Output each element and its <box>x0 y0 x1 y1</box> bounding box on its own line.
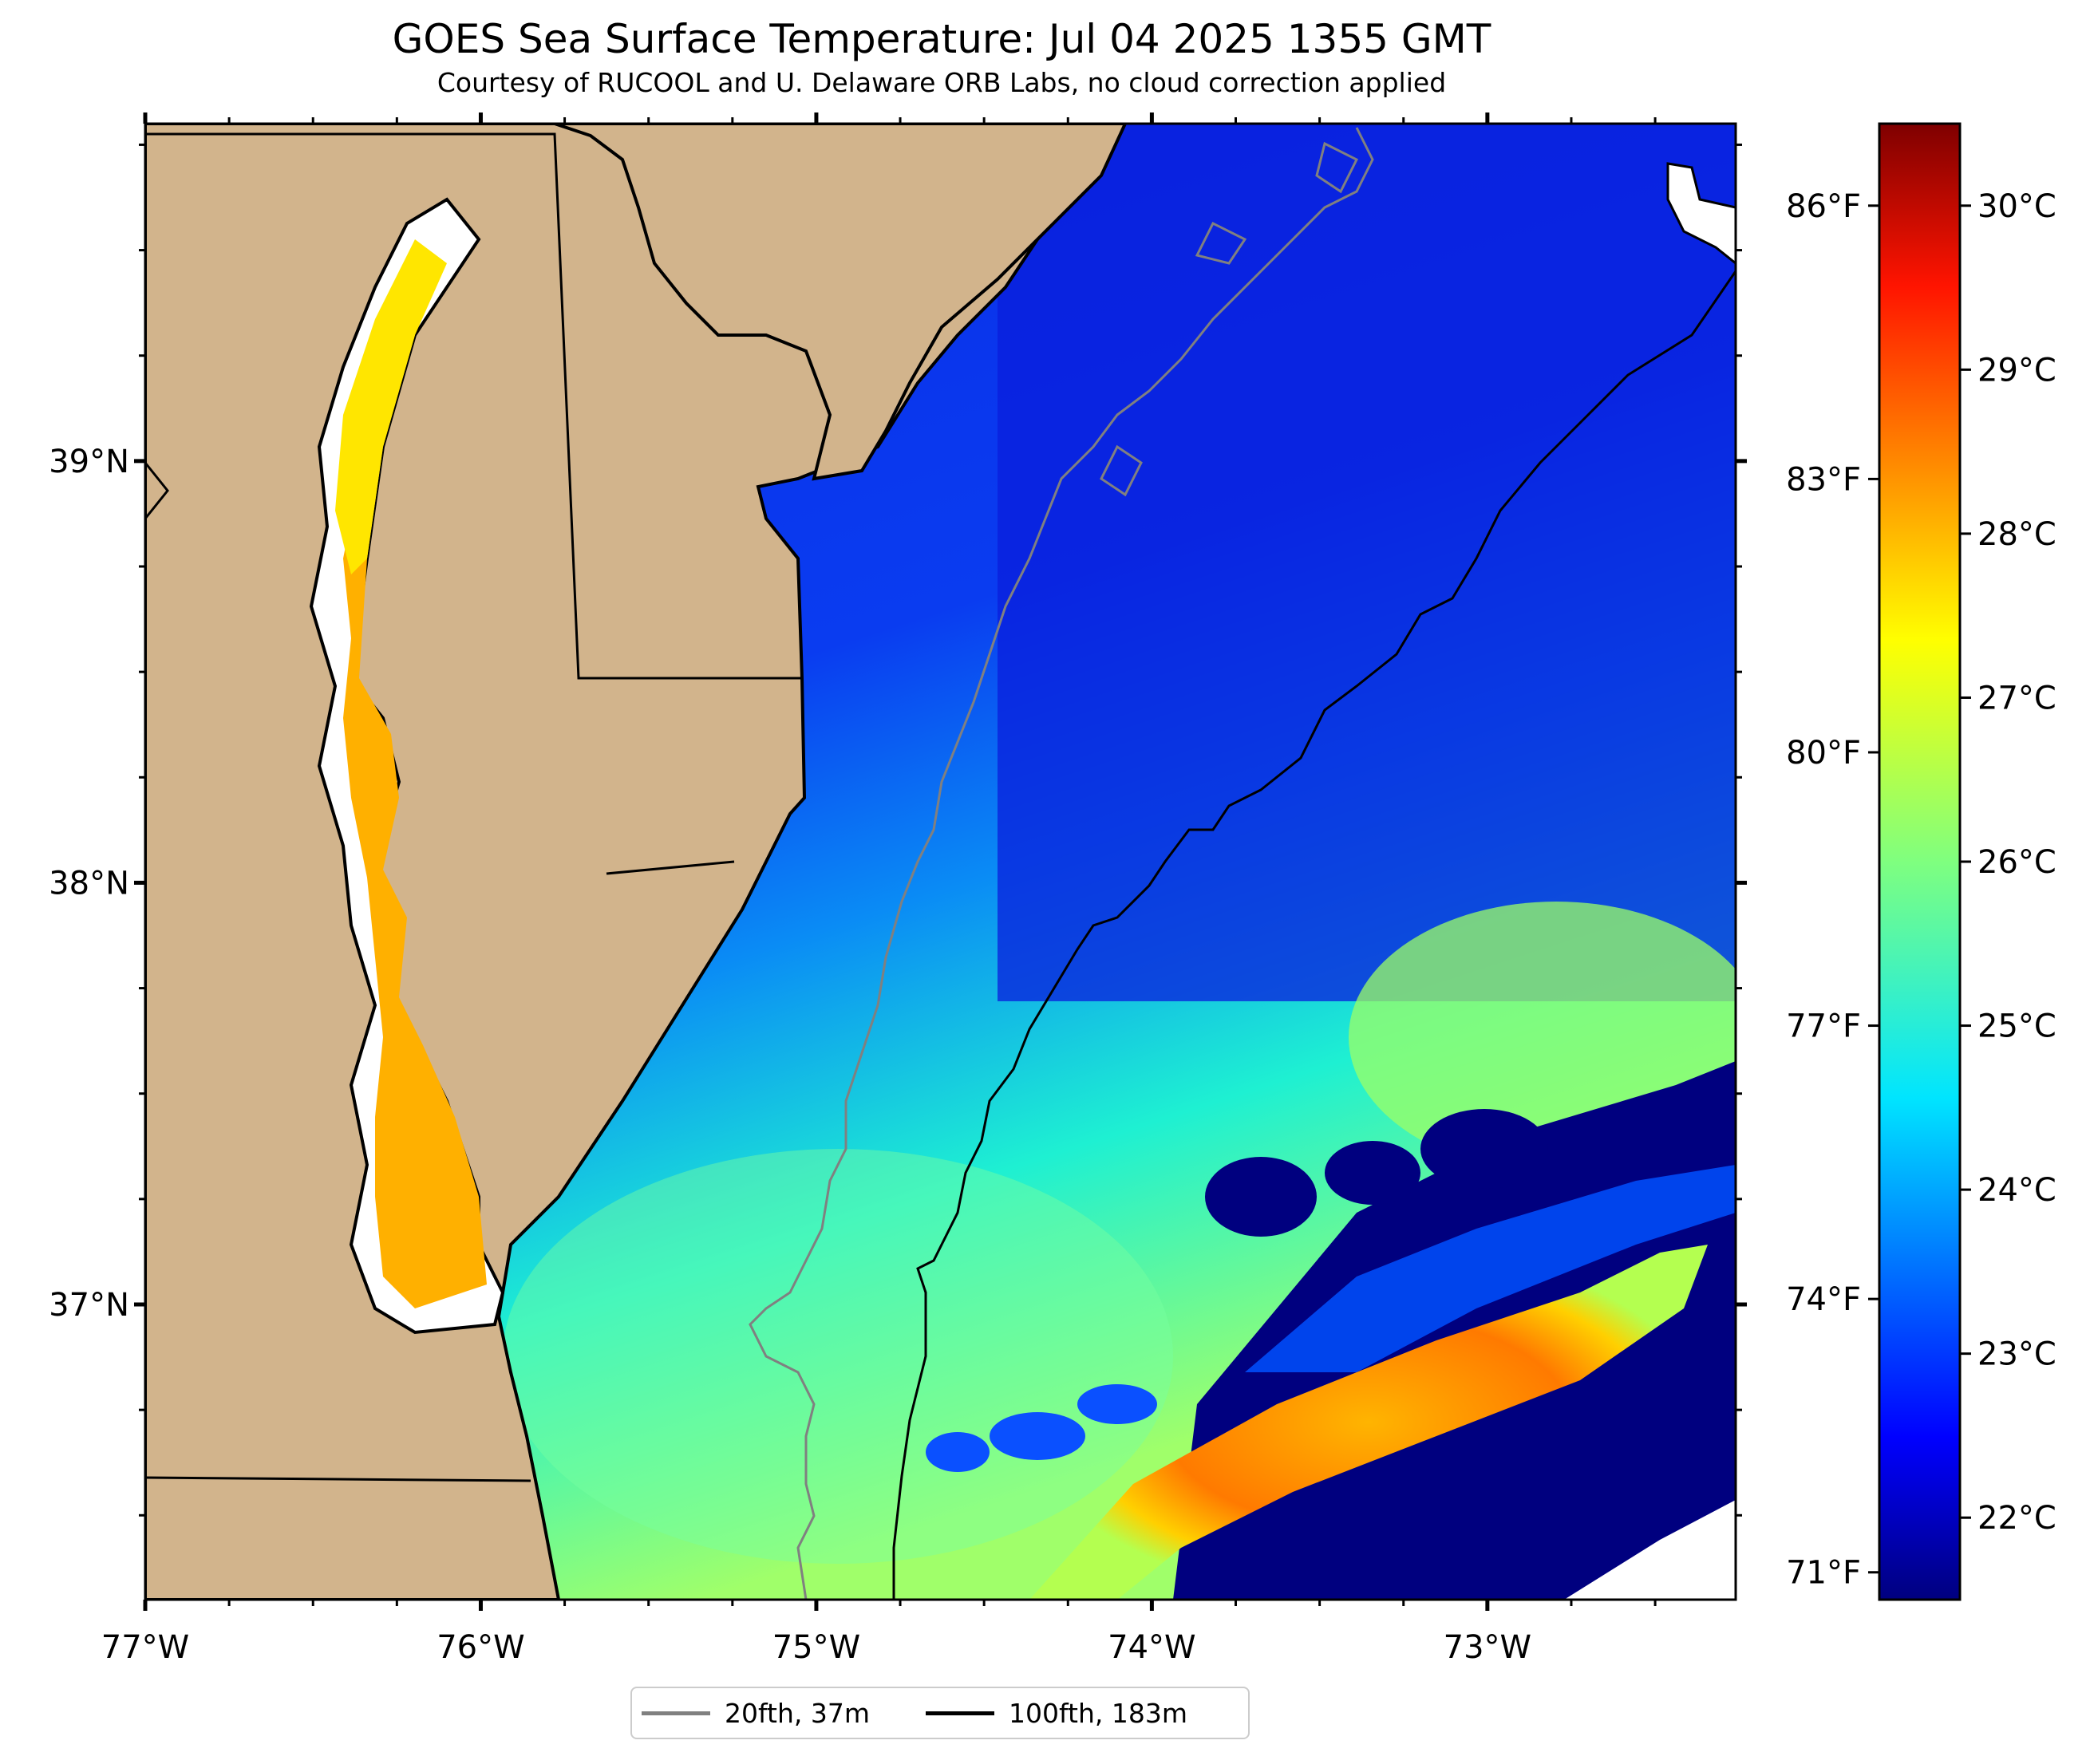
lon-tick-label: 75°W <box>772 1629 860 1666</box>
lon-tick-label: 77°W <box>101 1629 189 1666</box>
celsius-tick-label: 24°C <box>1977 1172 2056 1209</box>
offshore-no-data-northeast <box>1666 162 1736 265</box>
celsius-tick-label: 30°C <box>1977 188 2056 225</box>
celsius-tick-label: 23°C <box>1977 1336 2056 1373</box>
cold-eddy <box>1420 1109 1548 1189</box>
lat-tick-label: 39°N <box>49 444 129 480</box>
lon-tick-label: 76°W <box>437 1629 524 1666</box>
colorbar-ticks: 22°C 23°C 24°C 25°C 26°C 27°C 28°C 29°C 30°C 71°F… <box>1786 188 2056 1592</box>
lat-tick-label: 37°N <box>49 1287 129 1324</box>
legend-swatch-20fth <box>642 1711 710 1715</box>
state-border-west <box>145 462 169 519</box>
gulf-stream-warm-band <box>1029 1245 1708 1600</box>
fahrenheit-tick-label: 83°F <box>1786 461 1861 498</box>
contour-20fth <box>749 127 1374 1600</box>
celsius-tick-label: 29°C <box>1977 352 2056 389</box>
map-subtitle: Courtesy of RUCOOL and U. Delaware ORB L… <box>437 67 1447 98</box>
chesapeake-upper-water <box>335 239 447 574</box>
colorbar <box>1878 122 1962 1601</box>
contour-legend: 20fth, 37m 100fth, 183m <box>630 1687 1250 1739</box>
no-data-patch <box>1564 1500 1736 1600</box>
legend-swatch-100fth <box>926 1711 994 1715</box>
cold-eddy <box>1205 1157 1317 1237</box>
cool-eddy <box>926 1432 990 1472</box>
cool-eddy <box>1077 1384 1157 1424</box>
celsius-tick-label: 28°C <box>1977 516 2056 553</box>
lon-tick-label: 73°W <box>1444 1629 1531 1666</box>
offshore-cool-water <box>998 124 1736 1001</box>
axis-ticks: 77°W 76°W 75°W 74°W 73°W 39°N 38°N 37°N <box>49 112 1747 1666</box>
shelf-warm-water <box>503 1149 1173 1564</box>
celsius-tick-label: 27°C <box>1977 680 2056 716</box>
contour-20fth-island <box>1100 444 1143 497</box>
state-border-md-de <box>145 132 802 680</box>
cool-eddy <box>990 1412 1085 1460</box>
fahrenheit-tick-label: 80°F <box>1786 735 1861 772</box>
state-border-va-nc <box>145 1476 531 1482</box>
contour-20fth-island <box>1315 141 1359 194</box>
celsius-tick-label: 25°C <box>1977 1008 2056 1045</box>
legend-label-20fth: 20fth, 37m <box>725 1697 870 1729</box>
map-area <box>145 124 1736 1600</box>
chesapeake-warm-water <box>343 335 487 1308</box>
cold-eddy <box>1325 1141 1420 1205</box>
fahrenheit-tick-label: 74°F <box>1786 1281 1861 1318</box>
celsius-tick-label: 26°C <box>1977 844 2056 881</box>
lon-tick-label: 74°W <box>1108 1629 1195 1666</box>
fahrenheit-tick-label: 86°F <box>1786 188 1861 225</box>
map-frame <box>144 122 1737 1601</box>
fahrenheit-tick-label: 71°F <box>1786 1555 1861 1592</box>
cool-filament <box>1245 1165 1736 1372</box>
fahrenheit-tick-label: 77°F <box>1786 1008 1861 1045</box>
legend-label-100fth: 100fth, 183m <box>1009 1697 1187 1729</box>
state-border-md-va <box>606 860 735 875</box>
lat-tick-label: 38°N <box>49 865 129 902</box>
contour-20fth-island <box>1195 221 1247 265</box>
contour-100fth <box>892 270 1736 1600</box>
map-title: GOES Sea Surface Temperature: Jul 04 202… <box>392 16 1491 62</box>
celsius-tick-label: 22°C <box>1977 1500 2056 1537</box>
land-nj-delaware <box>554 124 1128 481</box>
